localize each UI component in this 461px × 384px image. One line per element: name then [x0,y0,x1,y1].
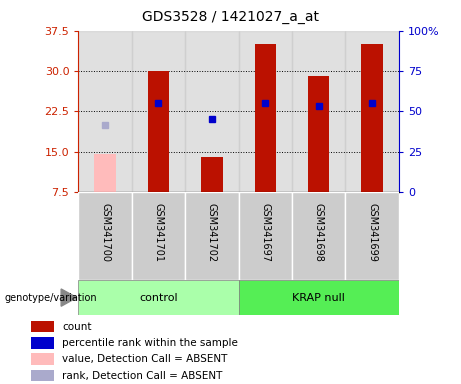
Bar [148,71,169,192]
Text: control: control [139,293,178,303]
Bar [78,280,239,315]
Bar [308,76,329,192]
Text: GSM341699: GSM341699 [367,203,377,262]
Bar [201,157,223,192]
Bar [185,192,239,280]
Text: GSM341702: GSM341702 [207,203,217,262]
Text: GSM341701: GSM341701 [154,203,164,262]
Bar [239,192,292,280]
Bar [78,31,132,192]
Bar [31,370,54,381]
Bar [78,192,132,280]
Text: value, Detection Call = ABSENT: value, Detection Call = ABSENT [63,354,228,364]
Bar [185,31,239,192]
Text: GSM341700: GSM341700 [100,203,110,262]
Bar [254,44,276,192]
Text: GDS3528 / 1421027_a_at: GDS3528 / 1421027_a_at [142,10,319,23]
Bar [292,192,345,280]
Bar [132,192,185,280]
Bar [239,280,399,315]
Bar [31,353,54,365]
Bar [292,31,345,192]
Bar [95,154,116,192]
Bar [345,192,399,280]
Text: GSM341698: GSM341698 [313,203,324,262]
Bar [345,31,399,192]
Polygon shape [61,289,77,306]
Bar [31,321,54,333]
Text: count: count [63,321,92,331]
Bar [31,337,54,349]
Text: genotype/variation: genotype/variation [5,293,97,303]
Text: percentile rank within the sample: percentile rank within the sample [63,338,238,348]
Text: GSM341697: GSM341697 [260,203,270,262]
Bar [239,31,292,192]
Text: rank, Detection Call = ABSENT: rank, Detection Call = ABSENT [63,371,223,381]
Bar [132,31,185,192]
Bar [361,44,383,192]
Text: KRAP null: KRAP null [292,293,345,303]
